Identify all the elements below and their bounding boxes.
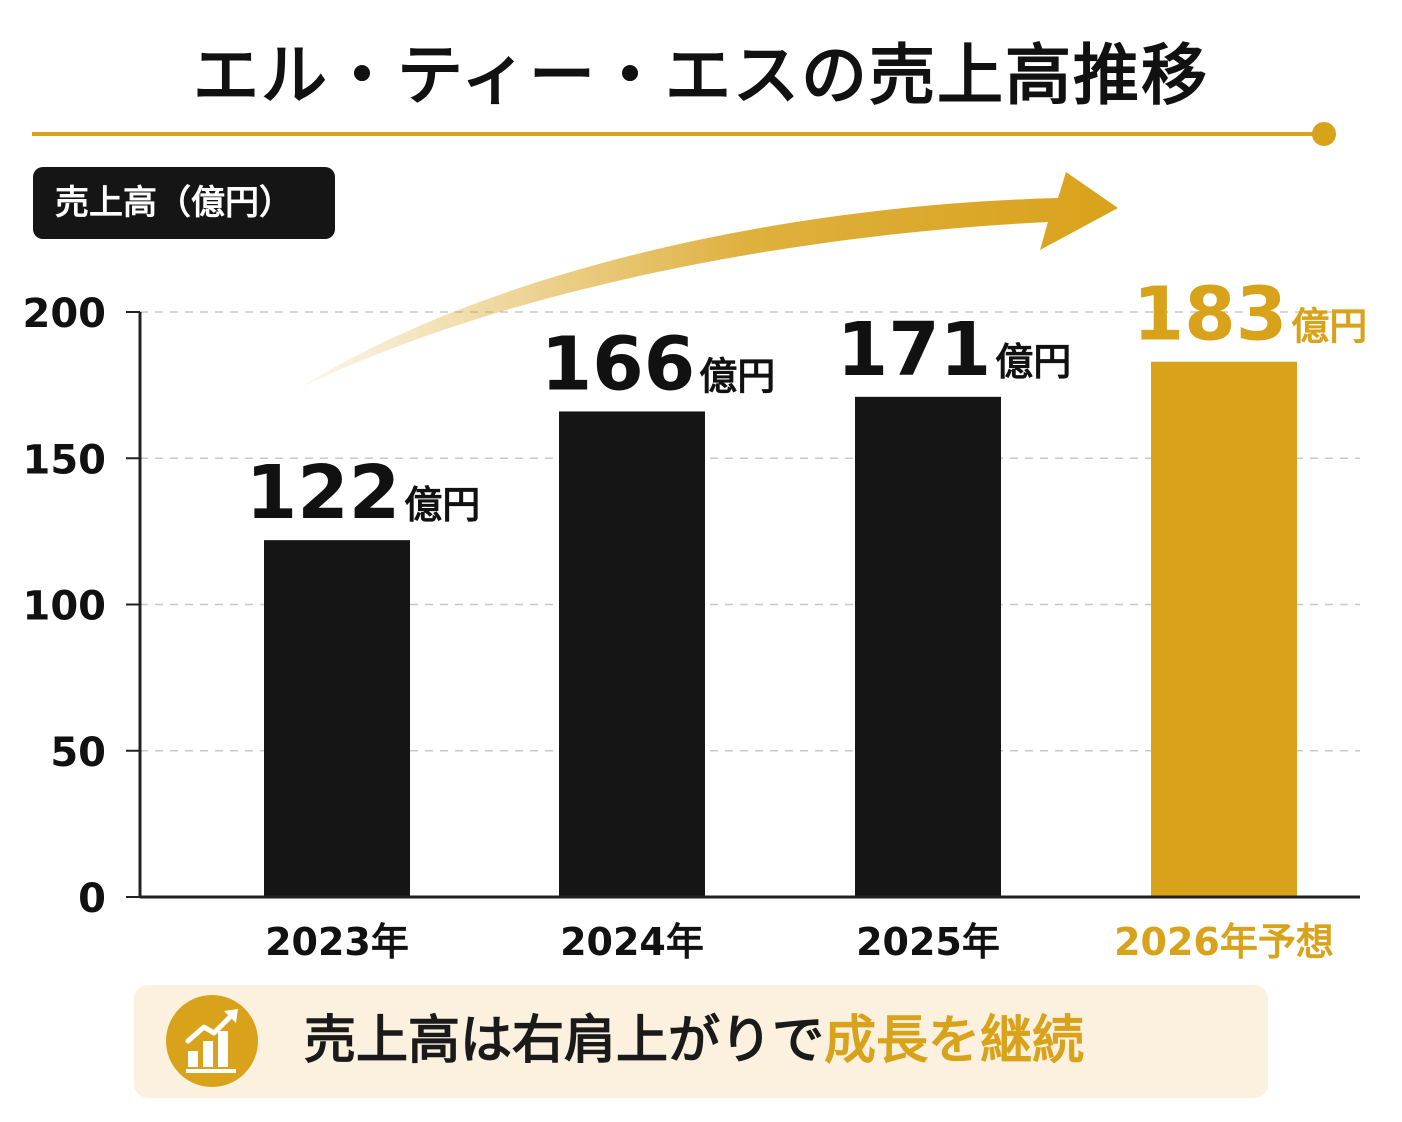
chart-title: エル・ティー・エスの売上高推移	[192, 37, 1210, 114]
title-underline	[32, 132, 1324, 136]
title-underline-dot	[1312, 122, 1336, 146]
x-tick-label: 2026年予想	[1114, 920, 1334, 964]
bar-3	[1151, 361, 1297, 898]
growth-chart-icon	[166, 995, 258, 1087]
bar-0	[264, 540, 410, 897]
data-label: 166 億円	[541, 321, 775, 407]
data-label-value: 122	[246, 450, 400, 536]
y-axis-unit-badge: 売上高（億円）	[33, 167, 335, 239]
data-label: 122 億円	[246, 450, 480, 536]
data-label-unit: 億円	[995, 340, 1071, 384]
data-label-value: 183	[1133, 272, 1287, 358]
x-tick-label: 2024年	[560, 920, 704, 964]
data-label-unit: 億円	[699, 354, 775, 398]
y-tick-label: 0	[78, 876, 106, 922]
data-label-unit: 億円	[404, 483, 480, 527]
y-tick-label: 200	[23, 291, 107, 337]
summary-text-accent: 成長を継続	[824, 1011, 1085, 1071]
x-tick-label: 2025年	[856, 920, 1000, 964]
data-label: 183 億円	[1133, 272, 1367, 358]
summary-text: 売上高は右肩上がりで成長を継続	[304, 985, 1084, 1098]
summary-banner: 売上高は右肩上がりで成長を継続	[134, 985, 1268, 1098]
summary-text-main: 売上高は右肩上がりで	[304, 1011, 825, 1071]
y-tick-label: 150	[23, 437, 107, 483]
trend-arrow	[300, 172, 1118, 388]
y-tick-label: 50	[50, 730, 106, 776]
data-label-value: 166	[541, 321, 695, 407]
data-label-unit: 億円	[1291, 305, 1367, 349]
bar-2	[855, 396, 1001, 897]
data-label: 171 億円	[837, 307, 1071, 393]
x-tick-label: 2023年	[265, 920, 409, 964]
y-tick-label: 100	[23, 584, 107, 630]
data-label-value: 171	[837, 307, 991, 393]
bar-1	[559, 411, 705, 897]
